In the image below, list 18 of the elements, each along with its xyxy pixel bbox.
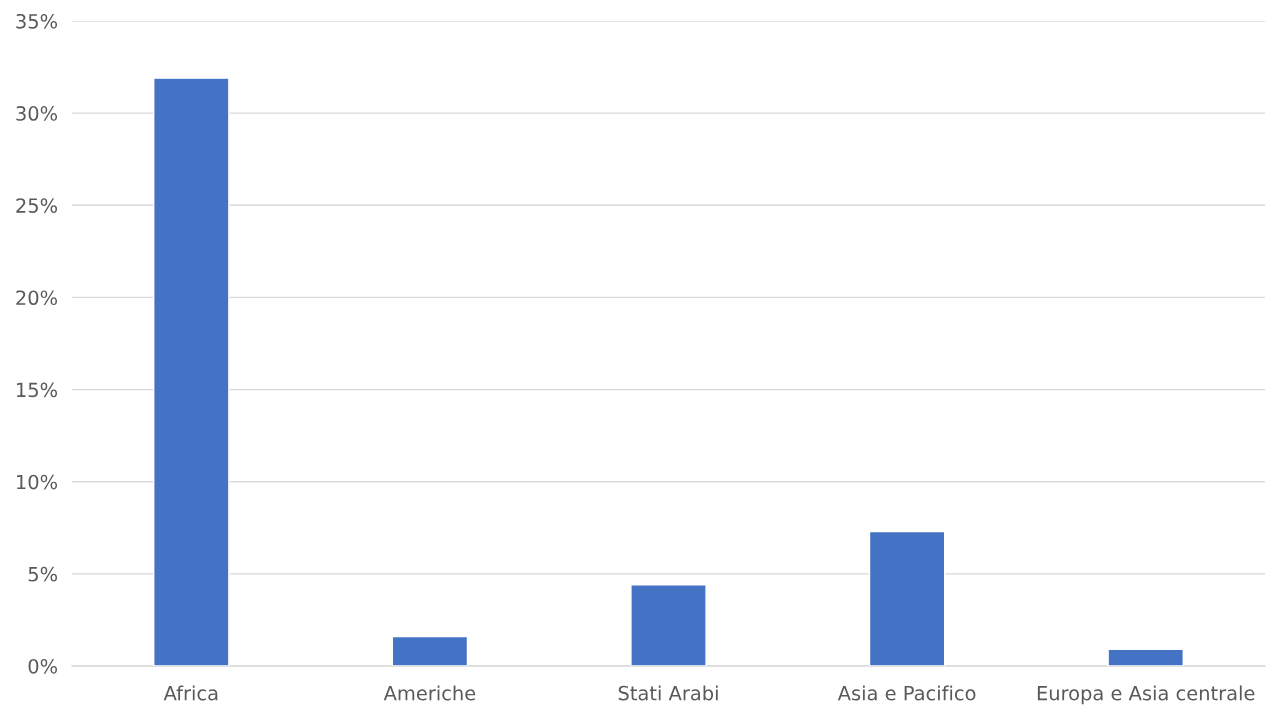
y-tick-label: 30%: [16, 106, 58, 121]
x-tick-label: Asia e Pacifico: [837, 685, 976, 701]
x-tick-label: Africa: [163, 685, 218, 701]
y-tick-label: 0%: [28, 658, 58, 674]
y-tick-label: 35%: [16, 13, 58, 29]
bar: [868, 530, 946, 666]
bar: [153, 77, 230, 666]
bar: [1107, 648, 1184, 666]
x-tick-label: Europa e Asia centrale: [1037, 685, 1255, 705]
y-tick-label: 10%: [17, 474, 58, 490]
y-tick-label: 25%: [16, 198, 58, 213]
x-tick-label: Stati Arabi: [618, 685, 718, 701]
y-tick-label: 15%: [17, 382, 58, 398]
bar: [630, 584, 707, 666]
bar: [391, 635, 469, 666]
y-tick-label: 20%: [16, 290, 58, 306]
x-tick-label: Americhe: [383, 685, 476, 701]
y-tick-label: 5%: [28, 566, 58, 582]
